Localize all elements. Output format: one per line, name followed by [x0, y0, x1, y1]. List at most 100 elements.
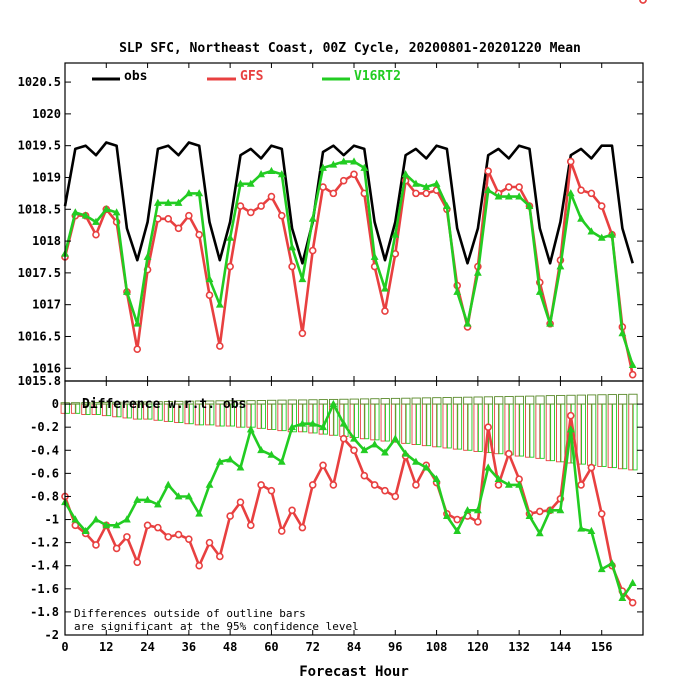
diff-v16rt2-point	[350, 434, 358, 442]
diff-v16rt2-point	[432, 474, 441, 483]
y-tick-label-bottom: -1.2	[30, 536, 59, 550]
sig-bar-top	[442, 397, 452, 405]
y-tick-label-top: 1018.5	[18, 202, 61, 216]
diff-v16rt2-point	[535, 529, 544, 537]
top-gfs-point	[185, 211, 193, 220]
x-tick-label: 84	[347, 640, 361, 654]
sig-bar-top	[163, 401, 174, 405]
diff-v16rt2-point	[92, 515, 100, 523]
diff-gfs-point	[484, 423, 492, 431]
diff-gfs-point	[587, 463, 596, 472]
sig-bar-top	[256, 400, 266, 405]
sig-bar-top	[587, 394, 597, 405]
top-v16rt2-point	[432, 179, 441, 187]
top-v16rt2-point	[205, 275, 214, 283]
top-v16rt2-point	[308, 214, 317, 222]
top-v16rt2-point	[226, 233, 235, 241]
y-tick-label-bottom: -0.2	[30, 420, 59, 434]
top-gfs-point	[226, 262, 234, 271]
diff-v16rt2-point	[184, 492, 193, 500]
sig-bar-top	[101, 401, 112, 405]
diff-v16rt2-point	[81, 526, 90, 534]
top-v16rt2-point	[319, 163, 327, 171]
sig-bar-top	[267, 399, 277, 405]
top-v16rt2-point	[515, 192, 524, 200]
diff-gfs-point	[154, 523, 162, 532]
diff-gfs-point	[267, 486, 276, 495]
y-tick-label-top: 1020	[32, 107, 61, 121]
top-v16rt2-point	[597, 233, 606, 241]
diff-gfs-point	[308, 481, 317, 489]
y-tick-label-bottom: -1	[45, 513, 59, 527]
top-gfs-point	[566, 157, 575, 166]
sig-bar-top	[556, 394, 566, 405]
top-gfs-point	[205, 291, 214, 299]
diff-v16rt2-point	[174, 492, 183, 500]
diff-v16rt2-point	[319, 422, 327, 431]
top-v16rt2-point	[339, 157, 348, 165]
top-gfs-point	[577, 186, 585, 194]
diff-gfs-point	[339, 434, 348, 443]
top-gfs-point	[236, 202, 245, 210]
diff-v16rt2-point	[123, 515, 131, 523]
diff-gfs-point	[566, 411, 575, 420]
top-v16rt2-point	[453, 287, 462, 295]
diff-v16rt2-point	[628, 578, 637, 586]
diff-gfs-point	[391, 492, 400, 501]
diff-gfs-point	[453, 515, 462, 524]
top-gfs-point	[422, 189, 431, 198]
top-v16rt2-point	[195, 189, 204, 197]
top-v16rt2-point	[133, 319, 142, 327]
x-tick-label: 48	[223, 640, 237, 654]
x-tick-label: 60	[264, 640, 278, 654]
top-v16rt2-point	[618, 329, 627, 337]
top-gfs-point	[195, 230, 203, 239]
sig-bar-top	[246, 400, 256, 405]
y-tick-label-bottom: -1.8	[30, 605, 59, 619]
top-v16rt2-point	[174, 198, 183, 206]
y-tick-label-bottom: -0.4	[30, 443, 59, 457]
diff-v16rt2-point	[391, 434, 400, 442]
sig-bar-top	[421, 397, 432, 405]
diff-v16rt2-point	[277, 457, 286, 465]
y-tick-label-top-bottom: 1015.8	[18, 374, 61, 388]
legend: obs GFS V16RT2	[92, 69, 401, 84]
sig-bar-top	[535, 395, 545, 405]
top-v16rt2-point	[288, 243, 296, 251]
sig-bar-top	[184, 400, 194, 405]
diff-v16rt2-point	[515, 480, 524, 488]
diff-v16rt2-point	[442, 511, 451, 519]
top-v16rt2-point	[81, 211, 90, 219]
sig-bar-top	[143, 401, 153, 405]
top-v16rt2-point	[298, 275, 307, 283]
sig-bar-top	[463, 396, 473, 405]
diff-v16rt2-point	[257, 446, 266, 454]
sig-bar-top	[504, 396, 514, 405]
sig-bar-top	[494, 396, 504, 405]
top-v16rt2-point	[329, 160, 338, 168]
sig-bar-top	[607, 394, 617, 405]
x-tick-label: 36	[182, 640, 196, 654]
x-tick-label: 72	[305, 640, 319, 654]
diff-v16rt2-point	[484, 463, 493, 471]
sig-bar-top	[380, 398, 390, 405]
x-tick-label: 12	[99, 640, 113, 654]
diff-gfs-point	[92, 541, 100, 549]
top-panel-series	[61, 0, 647, 379]
top-v16rt2-point	[92, 217, 100, 225]
top-gfs-point	[257, 202, 265, 210]
sig-bar-top	[112, 401, 122, 405]
legend-gfs-label: GFS	[240, 69, 264, 84]
diff-gfs-point	[319, 461, 327, 470]
diff-gfs-point	[412, 481, 420, 489]
sig-bar-top	[132, 401, 143, 405]
top-v16rt2-point	[535, 287, 544, 295]
diff-v16rt2-point	[133, 495, 142, 503]
diff-v16rt2-point	[215, 457, 224, 465]
sig-bar-top	[349, 398, 359, 405]
top-v16rt2-point	[422, 182, 431, 190]
diff-v16rt2-point	[370, 440, 379, 448]
top-gfs-point	[174, 224, 183, 233]
top-gfs-point	[288, 262, 296, 271]
